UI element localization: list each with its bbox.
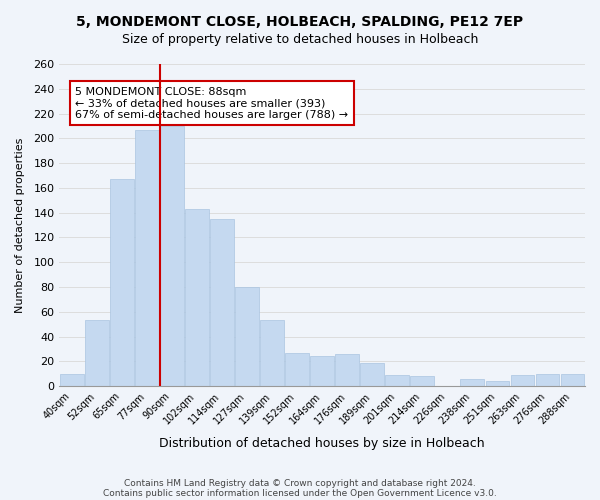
Bar — [385, 375, 409, 386]
Bar — [286, 352, 309, 386]
Text: 5, MONDEMONT CLOSE, HOLBEACH, SPALDING, PE12 7EP: 5, MONDEMONT CLOSE, HOLBEACH, SPALDING, … — [76, 15, 524, 29]
Bar — [310, 356, 334, 386]
Bar — [60, 374, 84, 386]
Bar — [110, 179, 134, 386]
Bar — [260, 320, 284, 386]
Bar — [235, 287, 259, 386]
Bar — [485, 381, 509, 386]
Y-axis label: Number of detached properties: Number of detached properties — [15, 138, 25, 312]
Bar — [135, 130, 159, 386]
Bar — [410, 376, 434, 386]
Text: Contains HM Land Registry data © Crown copyright and database right 2024.: Contains HM Land Registry data © Crown c… — [124, 478, 476, 488]
Bar — [361, 362, 384, 386]
Bar — [210, 219, 234, 386]
Bar — [335, 354, 359, 386]
Bar — [536, 374, 559, 386]
Text: Size of property relative to detached houses in Holbeach: Size of property relative to detached ho… — [122, 32, 478, 46]
X-axis label: Distribution of detached houses by size in Holbeach: Distribution of detached houses by size … — [160, 437, 485, 450]
Bar — [85, 320, 109, 386]
Text: Contains public sector information licensed under the Open Government Licence v3: Contains public sector information licen… — [103, 488, 497, 498]
Bar — [511, 375, 535, 386]
Bar — [185, 209, 209, 386]
Text: 5 MONDEMONT CLOSE: 88sqm
← 33% of detached houses are smaller (393)
67% of semi-: 5 MONDEMONT CLOSE: 88sqm ← 33% of detach… — [75, 86, 349, 120]
Bar — [160, 126, 184, 386]
Bar — [460, 378, 484, 386]
Bar — [560, 374, 584, 386]
